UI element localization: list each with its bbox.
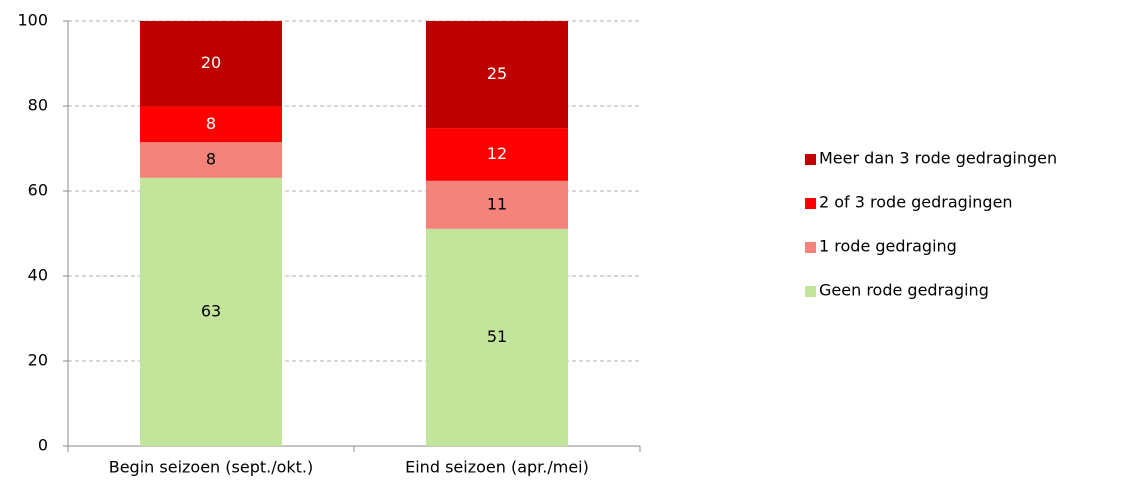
y-tick-label: 20 — [28, 351, 48, 370]
data-label: 8 — [206, 149, 216, 168]
bar-segment — [140, 21, 282, 107]
data-label: 11 — [487, 194, 507, 213]
data-label: 8 — [206, 114, 216, 133]
y-tick-label: 100 — [17, 11, 48, 30]
x-tick-label: Begin seizoen (sept./okt.) — [109, 458, 314, 477]
legend-swatch — [805, 154, 816, 165]
data-label: 51 — [487, 327, 507, 346]
legend-label: Geen rode gedraging — [819, 281, 989, 300]
bar-segment — [140, 177, 282, 446]
bar-segment — [426, 180, 568, 229]
y-tick-label: 60 — [28, 181, 48, 200]
y-tick-label: 80 — [28, 96, 48, 115]
bar-segment — [426, 21, 568, 129]
data-label: 25 — [487, 64, 507, 83]
legend-label: 1 rode gedraging — [819, 237, 957, 256]
legend-swatch — [805, 198, 816, 209]
legend-label: Meer dan 3 rode gedragingen — [819, 149, 1057, 168]
bar-segment — [140, 106, 282, 143]
y-tick-label: 40 — [28, 266, 48, 285]
data-label: 20 — [201, 53, 221, 72]
y-tick-label: 0 — [38, 436, 48, 455]
data-label: 12 — [487, 144, 507, 163]
legend-swatch — [805, 286, 816, 297]
legend-label: 2 of 3 rode gedragingen — [819, 193, 1013, 212]
bar-segment — [426, 128, 568, 181]
bar-segment — [426, 228, 568, 446]
data-label: 63 — [201, 301, 221, 320]
bar-segment — [140, 142, 282, 178]
x-tick-label: Eind seizoen (apr./mei) — [405, 458, 589, 477]
legend-swatch — [805, 242, 816, 253]
